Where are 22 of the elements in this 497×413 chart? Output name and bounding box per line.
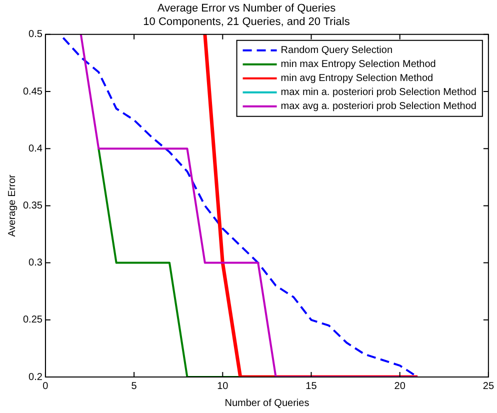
x-tick-label: 0	[42, 380, 49, 392]
y-tick-label: 0.3	[28, 258, 43, 269]
legend-label: Random Query Selection	[280, 45, 393, 56]
x-axis-title: Number of Queries	[224, 398, 310, 409]
chart-title: Average Error vs Number of Queries	[157, 2, 336, 15]
legend-label: min max Entropy Selection Method	[280, 59, 436, 70]
x-tick-label: 15	[306, 380, 318, 392]
y-tick-label: 0.25	[22, 314, 43, 326]
y-axis-title: Average Error	[6, 174, 18, 237]
chart-subtitle: 10 Components, 21 Queries, and 20 Trials	[143, 16, 350, 28]
y-tick-label: 0.45	[22, 86, 43, 98]
legend-label: max min a. posteriori prob Selection Method	[280, 87, 476, 98]
legend-label: min avg Entropy Selection Method	[280, 73, 434, 84]
x-tick-label: 10	[217, 380, 229, 392]
y-tick-label: 0.5	[28, 29, 43, 40]
y-tick-label: 0.4	[28, 143, 43, 154]
y-tick-label: 0.2	[28, 372, 43, 383]
legend-label: max avg a. posteriori prob Selection Method	[280, 101, 476, 112]
x-tick-label: 5	[131, 380, 138, 392]
y-tick-label: 0.35	[22, 200, 43, 212]
x-tick-label: 25	[482, 380, 494, 392]
x-tick-label: 20	[394, 380, 406, 392]
